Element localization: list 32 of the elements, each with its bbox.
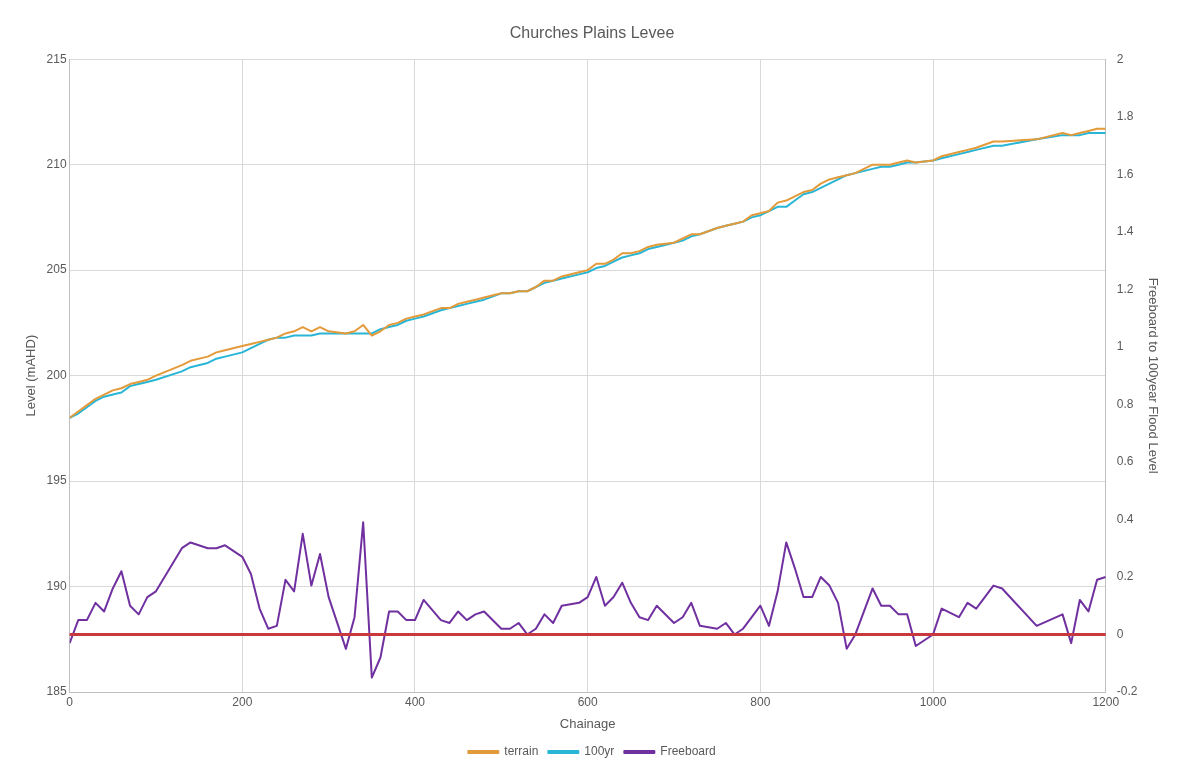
x-tick-label: 1000 bbox=[919, 694, 947, 709]
y2-axis-title: Freeboard to 100year Flood Level bbox=[1145, 277, 1161, 474]
y-tick-label: 200 bbox=[46, 367, 67, 382]
legend-label: Freeboard bbox=[660, 744, 716, 759]
y-tick-label: 195 bbox=[46, 473, 67, 488]
legend-label: 100yr bbox=[584, 744, 615, 759]
y2-tick-label: 1 bbox=[1116, 339, 1124, 354]
y2-tick-label: 0.4 bbox=[1116, 511, 1134, 526]
y2-tick-label: 1.8 bbox=[1116, 109, 1134, 124]
x-tick-label: 800 bbox=[750, 694, 771, 709]
y2-tick-label: 2 bbox=[1116, 51, 1124, 66]
y2-tick-label: 1.2 bbox=[1116, 281, 1134, 296]
y2-tick-label: 0.6 bbox=[1116, 454, 1134, 469]
y-tick-label: 185 bbox=[46, 684, 67, 699]
x-tick-label: 600 bbox=[577, 694, 598, 709]
x-tick-label: 1200 bbox=[1092, 694, 1120, 709]
x-tick-label: 400 bbox=[404, 694, 426, 709]
chart-title: Churches Plains Levee bbox=[509, 24, 675, 42]
x-axis-title: Chainage bbox=[559, 715, 616, 731]
y-tick-label: 205 bbox=[46, 262, 67, 277]
y2-tick-label: 1.6 bbox=[1116, 166, 1134, 181]
y-axis-title: Level (mAHD) bbox=[23, 334, 39, 417]
y2-tick-label: 0 bbox=[1116, 626, 1124, 641]
y2-tick-label: 0.2 bbox=[1116, 569, 1134, 584]
y2-tick-label: 1.4 bbox=[1116, 224, 1134, 239]
y2-tick-label: 0.8 bbox=[1116, 396, 1134, 411]
legend-label: terrain bbox=[504, 744, 539, 759]
y-tick-label: 215 bbox=[46, 51, 67, 66]
x-tick-label: 200 bbox=[232, 694, 253, 709]
y-tick-label: 190 bbox=[46, 578, 67, 593]
x-tick-label: 0 bbox=[66, 694, 74, 709]
y-tick-label: 210 bbox=[46, 156, 67, 171]
